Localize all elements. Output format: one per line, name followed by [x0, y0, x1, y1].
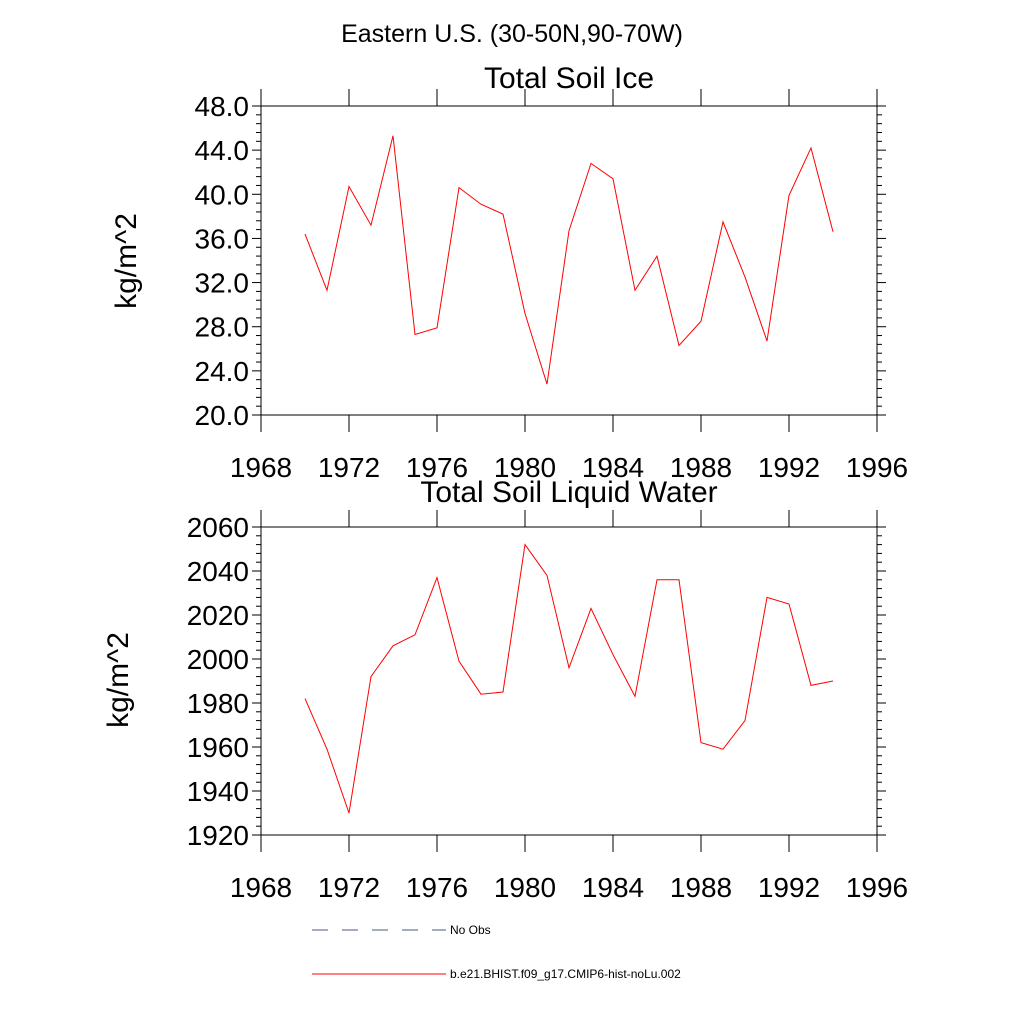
- y-tick-label: 2020: [187, 600, 249, 631]
- panel-title: Total Soil Ice: [484, 62, 654, 95]
- y-tick-label: 1920: [187, 820, 249, 851]
- y-tick-label: 1960: [187, 732, 249, 763]
- y-axis-label: kg/m^2: [110, 213, 143, 309]
- legend: No Obs b.e21.BHIST.f09_g17.CMIP6-hist-no…: [312, 923, 681, 981]
- x-tick-label: 1976: [406, 452, 468, 483]
- x-tick-label: 1996: [846, 452, 908, 483]
- series-line: [304, 135, 834, 385]
- panel-title: Total Soil Liquid Water: [420, 476, 717, 509]
- x-tick-label: 1988: [670, 452, 732, 483]
- y-tick-label: 2000: [187, 644, 249, 675]
- x-tick-label: 1996: [846, 872, 908, 903]
- figure-title: Eastern U.S. (30-50N,90-70W): [341, 20, 683, 48]
- plot-frame: [260, 105, 878, 416]
- y-tick-label: 28.0: [195, 312, 250, 343]
- x-tick-label: 1984: [582, 452, 644, 483]
- y-tick-label: 1980: [187, 688, 249, 719]
- y-tick-label: 20.0: [195, 400, 250, 431]
- x-tick-label: 1988: [670, 872, 732, 903]
- y-tick-label: 2060: [187, 512, 249, 543]
- y-tick-label: 36.0: [195, 223, 250, 254]
- legend-label-model: b.e21.BHIST.f09_g17.CMIP6-hist-noLu.002: [450, 967, 681, 981]
- y-tick-label: 1940: [187, 776, 249, 807]
- y-tick-label: 48.0: [195, 91, 250, 122]
- x-tick-label: 1976: [406, 872, 468, 903]
- x-tick-label: 1992: [758, 872, 820, 903]
- y-tick-label: 40.0: [195, 179, 250, 210]
- x-tick-label: 1992: [758, 452, 820, 483]
- y-tick-label: 44.0: [195, 135, 250, 166]
- series-line: [304, 543, 834, 814]
- x-tick-label: 1984: [582, 872, 644, 903]
- y-tick-label: 24.0: [195, 356, 250, 387]
- x-tick-label: 1968: [230, 872, 292, 903]
- x-tick-label: 1972: [318, 872, 380, 903]
- panel-total-soil-ice: Total Soil Ice kg/m^2 1968 1972 1976 1980 19…: [110, 62, 908, 483]
- legend-label-no-obs: No Obs: [450, 923, 491, 937]
- x-tick-label: 1972: [318, 452, 380, 483]
- y-tick-label: 32.0: [195, 268, 250, 299]
- x-tick-label: 1980: [494, 872, 556, 903]
- x-tick-label: 1968: [230, 452, 292, 483]
- plot-frame: [260, 526, 878, 836]
- x-tick-label: 1980: [494, 452, 556, 483]
- y-axis-label: kg/m^2: [102, 632, 135, 728]
- panel-total-soil-liquid-water: Total Soil Liquid Water kg/m^2 1968 1972 1…: [102, 476, 908, 903]
- y-tick-label: 2040: [187, 556, 249, 587]
